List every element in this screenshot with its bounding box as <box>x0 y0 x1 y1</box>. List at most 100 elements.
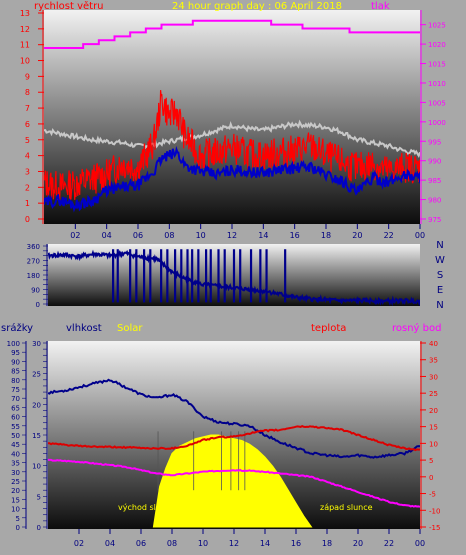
wind-speed-axis-label: rychlost větru <box>34 0 104 12</box>
chart-title: 24 hour graph day : 06 April 2018 <box>172 1 342 12</box>
time-tick-label: 02 <box>70 231 80 240</box>
compass-label: N <box>436 240 443 251</box>
rain-tick-label: 15 <box>11 496 20 504</box>
direction-tick-label: 0 <box>36 301 40 309</box>
humidity-tick-label: 20 <box>32 401 41 409</box>
wind-speed-tick-label: 0 <box>25 215 30 224</box>
rain-tick-label: 20 <box>11 487 20 495</box>
time-tick-label: 00 <box>415 539 425 548</box>
wind-speed-tick-label: 10 <box>20 57 30 66</box>
rain-tick-label: 40 <box>11 450 20 458</box>
rain-tick-label: 85 <box>11 368 20 376</box>
rain-tick-label: 35 <box>11 460 20 468</box>
time-tick-label: 00 <box>415 231 425 240</box>
humidity-tick-label: 30 <box>32 340 41 348</box>
humidity-tick-label: 0 <box>37 524 41 532</box>
pressure-tick-label: 1025 <box>428 22 446 30</box>
rain-tick-label: 5 <box>16 515 20 523</box>
pressure-axis-label: tlak <box>371 1 390 12</box>
wind-speed-tick-label: 7 <box>25 104 30 113</box>
wind-pressure-plot-area <box>44 10 420 224</box>
temperature-tick-label: 25 <box>429 390 438 398</box>
humidity-tick-label: 10 <box>32 463 41 471</box>
time-tick-label: 22 <box>384 231 394 240</box>
rain-tick-label: 75 <box>11 386 20 394</box>
humidity-tick-label: 15 <box>32 432 41 440</box>
time-tick-label: 16 <box>291 539 301 548</box>
pressure-tick-label: 985 <box>428 177 441 185</box>
rain-tick-label: 100 <box>7 340 20 348</box>
rain-tick-label: 10 <box>11 506 20 514</box>
rain-tick-label: 95 <box>11 349 20 357</box>
temperature-tick-label: 10 <box>429 440 438 448</box>
humidity-line <box>48 378 420 459</box>
rain-tick-label: 30 <box>11 469 20 477</box>
temperature-tick-label: 15 <box>429 424 438 432</box>
time-tick-label: 18 <box>322 539 332 548</box>
wind-speed-tick-label: 11 <box>20 41 30 50</box>
temperature-tick-label: -15 <box>429 524 440 532</box>
temperature-tick-label: 35 <box>429 357 438 365</box>
rain-tick-label: 45 <box>11 441 20 449</box>
wind-blue-line <box>44 145 420 213</box>
sunrise-annotation: východ slunce <box>118 503 175 512</box>
rain-tick-label: 0 <box>16 524 20 532</box>
temperature-tick-label: 0 <box>429 474 433 482</box>
rain-tick-label: 50 <box>11 432 20 440</box>
temperature-tick-label: 20 <box>429 407 438 415</box>
time-tick-label: 08 <box>164 231 174 240</box>
pressure-tick-label: 1000 <box>428 119 446 127</box>
rain-tick-label: 60 <box>11 414 20 422</box>
time-tick-label: 14 <box>258 231 268 240</box>
rain-tick-label: 65 <box>11 404 20 412</box>
pressure-tick-label: 1010 <box>428 80 446 88</box>
temperature-tick-label: 30 <box>429 373 438 381</box>
pressure-tick-label: 975 <box>428 216 441 224</box>
humidity-tick-label: 25 <box>32 371 41 379</box>
temperature-line <box>48 424 420 452</box>
direction-tick-label: 360 <box>27 243 40 251</box>
wind-speed-tick-label: 8 <box>25 88 30 97</box>
wind-speed-tick-label: 3 <box>25 167 30 176</box>
pressure-tick-label: 990 <box>428 158 441 166</box>
rain-tick-label: 90 <box>11 358 20 366</box>
panel3-marks: 0510152025303540455055606570758085909510… <box>7 340 441 548</box>
time-tick-label: 12 <box>229 539 239 548</box>
panel1-marks: 0123456789101112139759809859909951000100… <box>20 9 446 240</box>
wind-red-line <box>44 90 420 202</box>
sunset-annotation: západ slunce <box>320 503 373 512</box>
temperature-tick-label: -10 <box>429 507 440 515</box>
wind-speed-tick-label: 12 <box>20 25 30 34</box>
wind-speed-tick-label: 13 <box>20 9 30 18</box>
time-tick-label: 02 <box>74 539 84 548</box>
temperature-tick-label: 40 <box>429 340 438 348</box>
wind-speed-tick-label: 9 <box>25 72 30 81</box>
rain-tick-label: 25 <box>11 478 20 486</box>
wind-speed-tick-label: 4 <box>25 152 30 161</box>
wind-gray-line <box>44 119 420 158</box>
temperature-axis-label: teplota <box>311 323 346 334</box>
wind-speed-tick-label: 1 <box>25 199 30 208</box>
pressure-tick-label: 1005 <box>428 99 446 107</box>
rain-axis-label: srážky <box>1 322 33 334</box>
time-tick-label: 08 <box>167 539 177 548</box>
humidity-axis-label: vlhkost <box>66 323 102 334</box>
rain-tick-label: 80 <box>11 377 20 385</box>
temperature-tick-label: -5 <box>429 491 436 499</box>
pressure-tick-label: 995 <box>428 138 441 146</box>
compass-label: E <box>437 285 443 296</box>
wind-speed-tick-label: 5 <box>25 136 30 145</box>
time-tick-label: 06 <box>133 231 143 240</box>
solar-axis-label: Solar <box>117 323 143 334</box>
dew-point-axis-label: rosný bod <box>392 322 441 334</box>
time-tick-label: 06 <box>136 539 146 548</box>
time-tick-label: 10 <box>196 231 206 240</box>
pressure-tick-label: 1015 <box>428 61 446 69</box>
direction-tick-label: 180 <box>27 272 40 280</box>
time-tick-label: 10 <box>198 539 208 548</box>
compass-label: S <box>437 270 443 281</box>
pressure-tick-label: 1020 <box>428 41 446 49</box>
